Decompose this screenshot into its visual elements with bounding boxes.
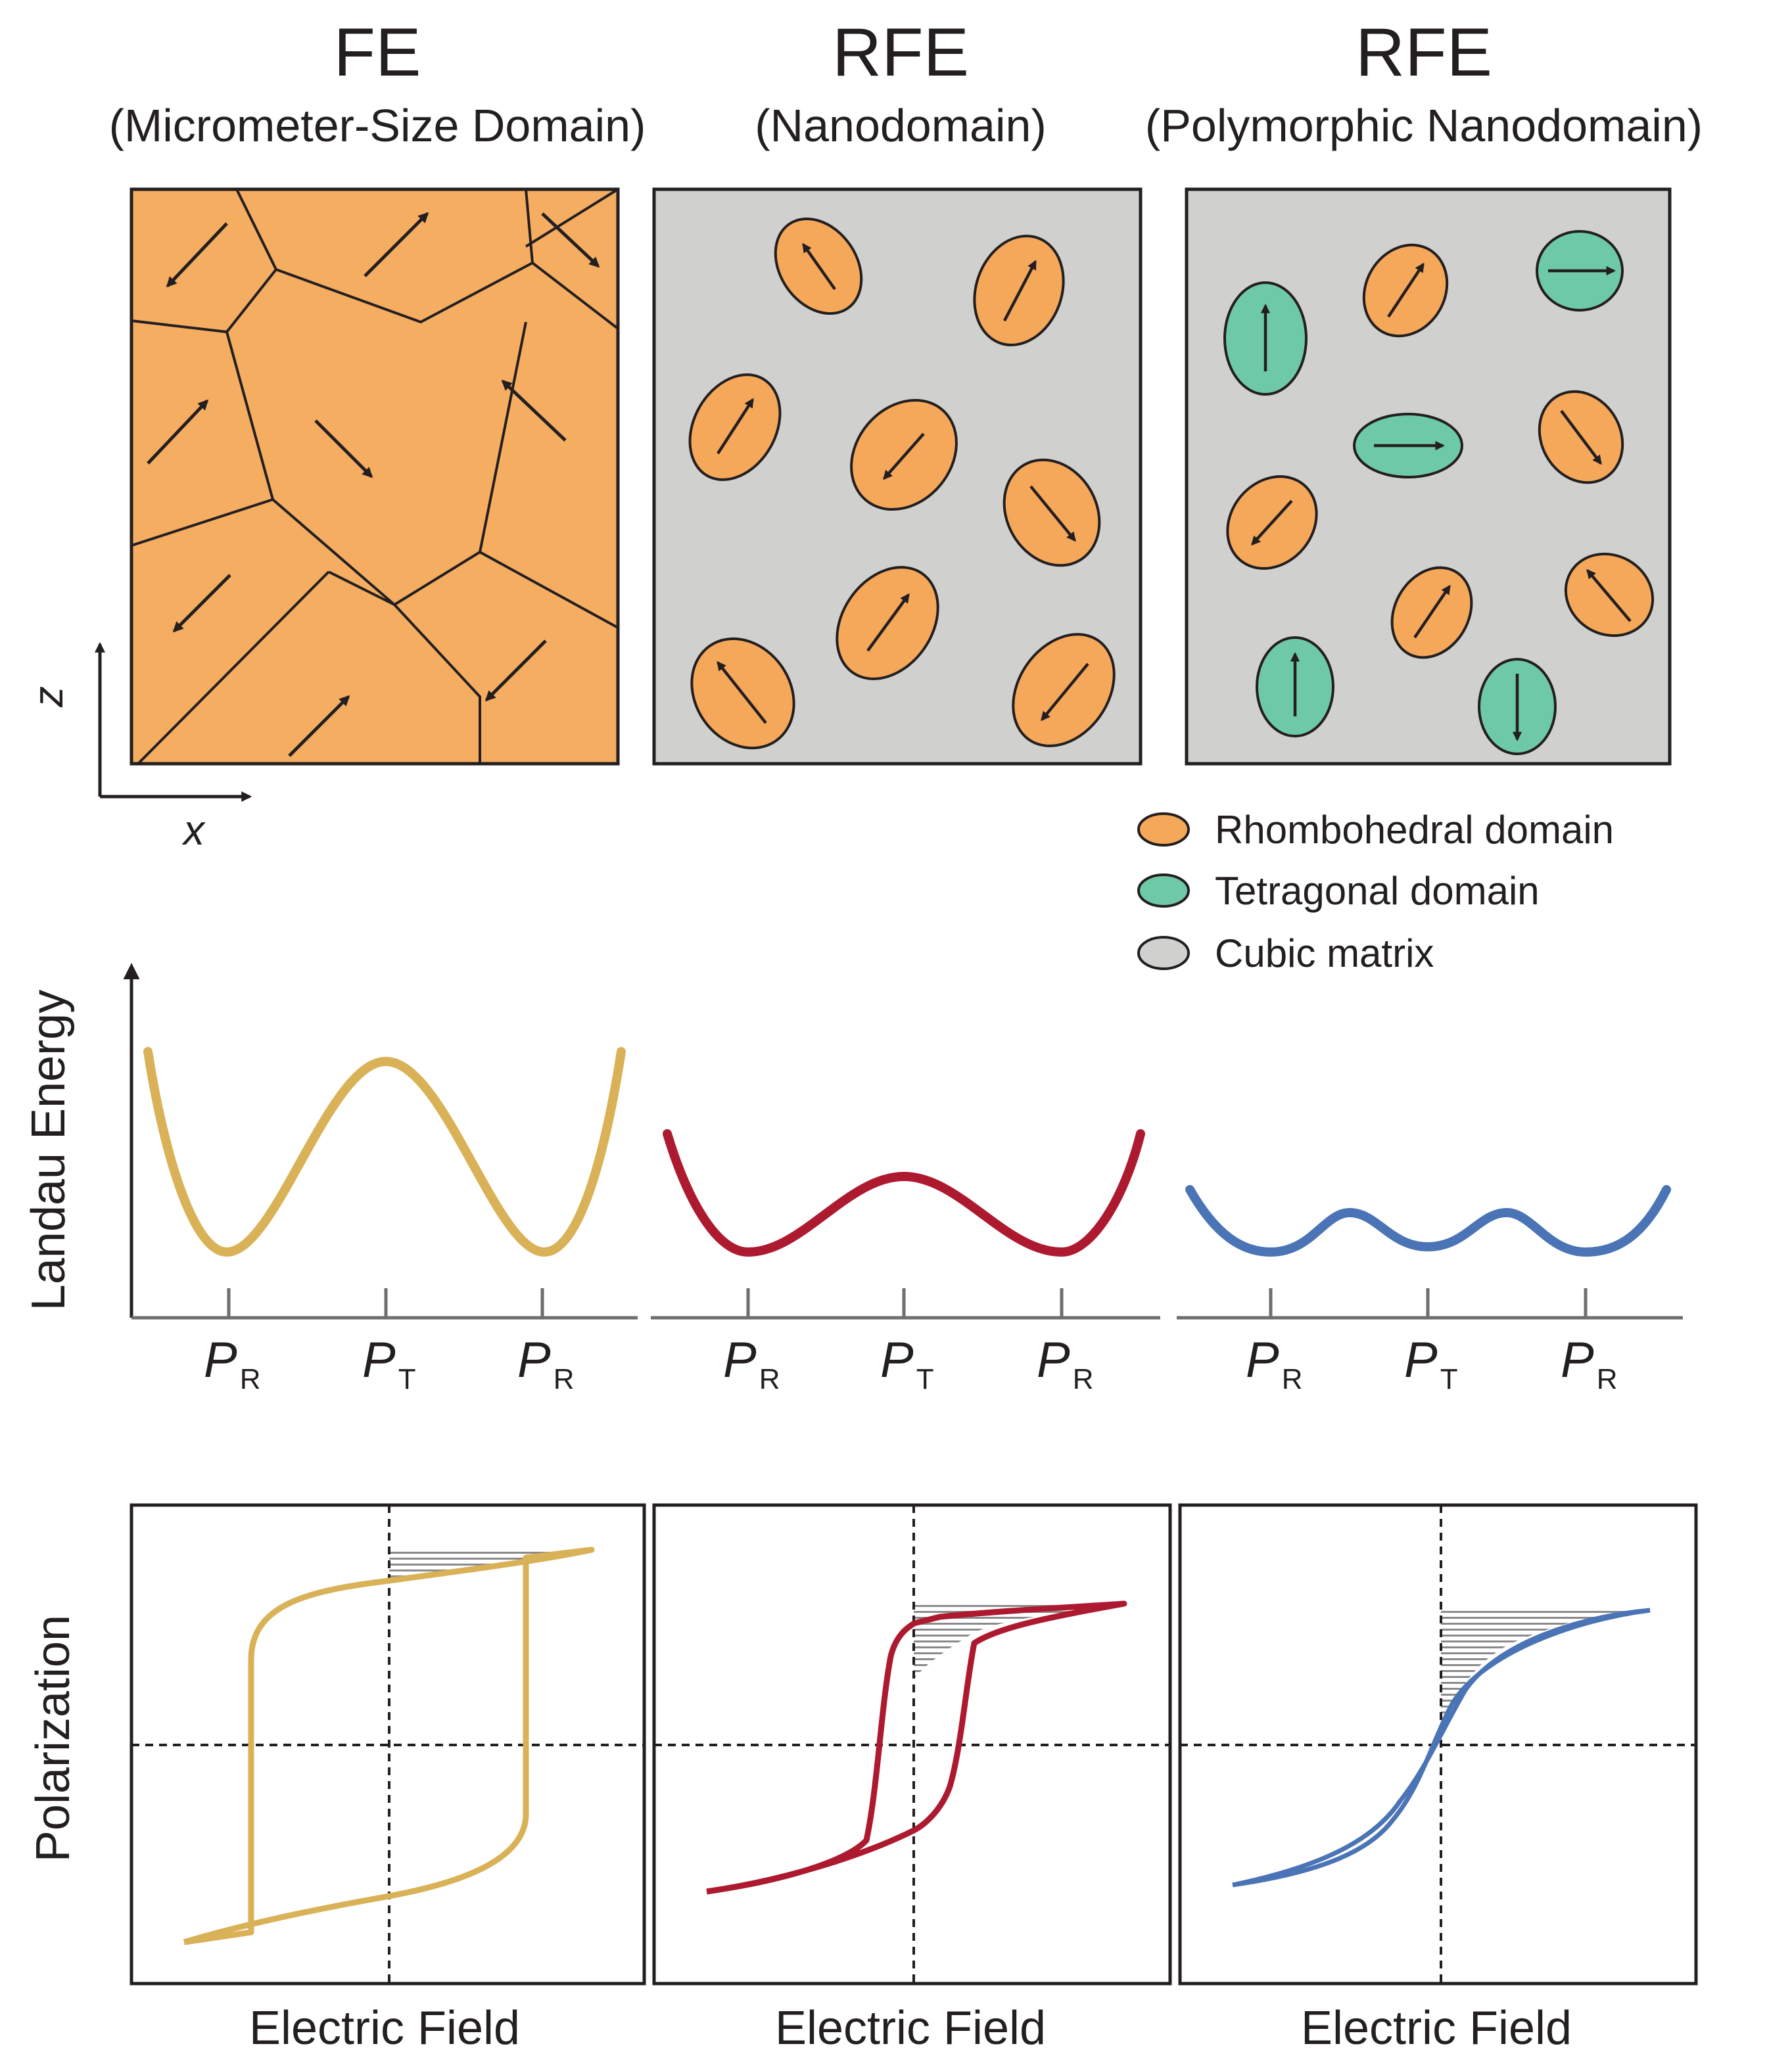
rhombohedral-nanodomain (836, 566, 939, 680)
column-subtitle-rfe-poly: (Polymorphic Nanodomain) (1145, 100, 1703, 151)
arrow (166, 222, 228, 288)
fe-polarization-arrows (147, 212, 600, 757)
coordinate-axes: z x (24, 641, 252, 854)
tick-label: PR (1561, 1332, 1617, 1395)
rhombohedral-nanodomain (690, 637, 795, 750)
arrow (288, 695, 350, 757)
tetragonal-nanodomain (1536, 230, 1624, 312)
rhombohedral-nanodomain (1362, 243, 1449, 338)
legend-item-tetragonal: Tetragonal domain (1137, 869, 1540, 913)
tetragonal-swatch (1137, 873, 1190, 908)
fe-grain-background (130, 187, 620, 766)
energy-ticks (227, 1288, 1588, 1318)
rfe-nanodomain-panel (652, 187, 1143, 766)
arrow (484, 639, 547, 702)
tick-label: PR (1246, 1332, 1302, 1395)
fe-domain-panel: z x (24, 187, 620, 854)
legend-label-tetragonal: Tetragonal domain (1215, 869, 1540, 913)
energy-curve-rfe-nano (663, 1129, 1145, 1257)
arrow (541, 212, 600, 268)
column-subtitle-fe: (Micrometer-Size Domain) (109, 100, 646, 151)
rfe-polymorphic-panel (1185, 187, 1672, 766)
tick-label: PR (723, 1332, 780, 1395)
arrow (364, 212, 429, 277)
energy-storage-area-rfe-poly (1441, 1610, 1650, 1738)
arrow (501, 379, 567, 442)
polarization-axis-label: Polarization (27, 1615, 80, 1862)
hysteresis-row: Polarization Electric Field Electric Fie… (27, 1503, 1698, 2055)
energy-tick-labels: PR PT PR PR PT PR PR PT PR (204, 1332, 1617, 1395)
x-axis-label-rfe-poly: Electric Field (1301, 2002, 1572, 2055)
rhombohedral-nanodomain (1538, 390, 1624, 484)
tick-label: PT (1404, 1332, 1458, 1395)
rhombohedral-nanodomain (774, 217, 863, 315)
rhombohedral-nanodomain (1390, 566, 1473, 659)
x-axis-label-rfe-nano: Electric Field (775, 2002, 1046, 2055)
tetragonal-nanodomain (1478, 658, 1557, 755)
tick-label: PR (204, 1332, 260, 1395)
tetragonal-nanodomain (1256, 636, 1334, 737)
hysteresis-panel-rfe-nano (652, 1503, 1172, 1986)
hysteresis-loop-rfe-nano (706, 1600, 1127, 1895)
rhombohedral-nanodomain (973, 235, 1065, 346)
zero-axes (131, 1505, 1696, 1984)
energy-curve-fe (143, 1047, 626, 1257)
energy-curve-rfe-poly (1185, 1185, 1671, 1257)
landau-energy-row: Landau Energy PR PT PR PR PT PR PR PT PR (22, 963, 1683, 1395)
polymorphic-nanodomains (1223, 230, 1655, 755)
z-axis-label: z (24, 686, 72, 708)
fe-grain-boundaries (131, 188, 619, 765)
rhombohedral-nanodomain (1002, 458, 1101, 567)
tick-label: PR (1037, 1332, 1093, 1395)
column-title-rfe-nano: RFE (832, 14, 969, 91)
legend-item-cubic: Cubic matrix (1137, 931, 1434, 975)
rhombohedral-swatch (1137, 812, 1190, 847)
x-axis-label: x (181, 806, 206, 854)
tick-label: PT (362, 1332, 416, 1395)
rhombohedral-nanodomain (1012, 633, 1116, 747)
nanodomains (688, 217, 1116, 750)
column-title-rfe-poly: RFE (1356, 14, 1492, 91)
column-subtitle-rfe-nano: (Nanodomain) (755, 100, 1047, 151)
legend: Rhombohedral domain Tetragonal domain Cu… (1137, 808, 1614, 975)
legend-label-cubic: Cubic matrix (1215, 931, 1434, 975)
rhombohedral-nanodomain (850, 398, 958, 511)
arrow (147, 399, 209, 465)
tick-label: PT (880, 1332, 934, 1395)
rhombohedral-nanodomain (1564, 552, 1655, 638)
legend-item-rhombohedral: Rhombohedral domain (1137, 808, 1614, 852)
arrow (172, 574, 231, 633)
rhombohedral-nanodomain (688, 373, 782, 481)
rhombohedral-nanodomain (1226, 475, 1318, 570)
column-title-fe: FE (334, 14, 421, 91)
energy-axis-label: Landau Energy (22, 990, 75, 1311)
arrow (314, 419, 373, 478)
x-axis-label-fe: Electric Field (249, 2002, 520, 2055)
hysteresis-loop-fe (183, 1546, 595, 1945)
column-titles: FE (Micrometer-Size Domain) RFE (Nanodom… (109, 14, 1703, 151)
energy-storage-area-rfe-nano (914, 1605, 1124, 1679)
legend-label-rhombohedral: Rhombohedral domain (1215, 808, 1614, 852)
tick-label: PR (517, 1332, 574, 1395)
tetragonal-nanodomain (1353, 413, 1463, 478)
hysteresis-loop-rfe-poly-return (1232, 1608, 1651, 1888)
cubic-swatch (1137, 936, 1190, 970)
tetragonal-nanodomain (1223, 281, 1308, 396)
